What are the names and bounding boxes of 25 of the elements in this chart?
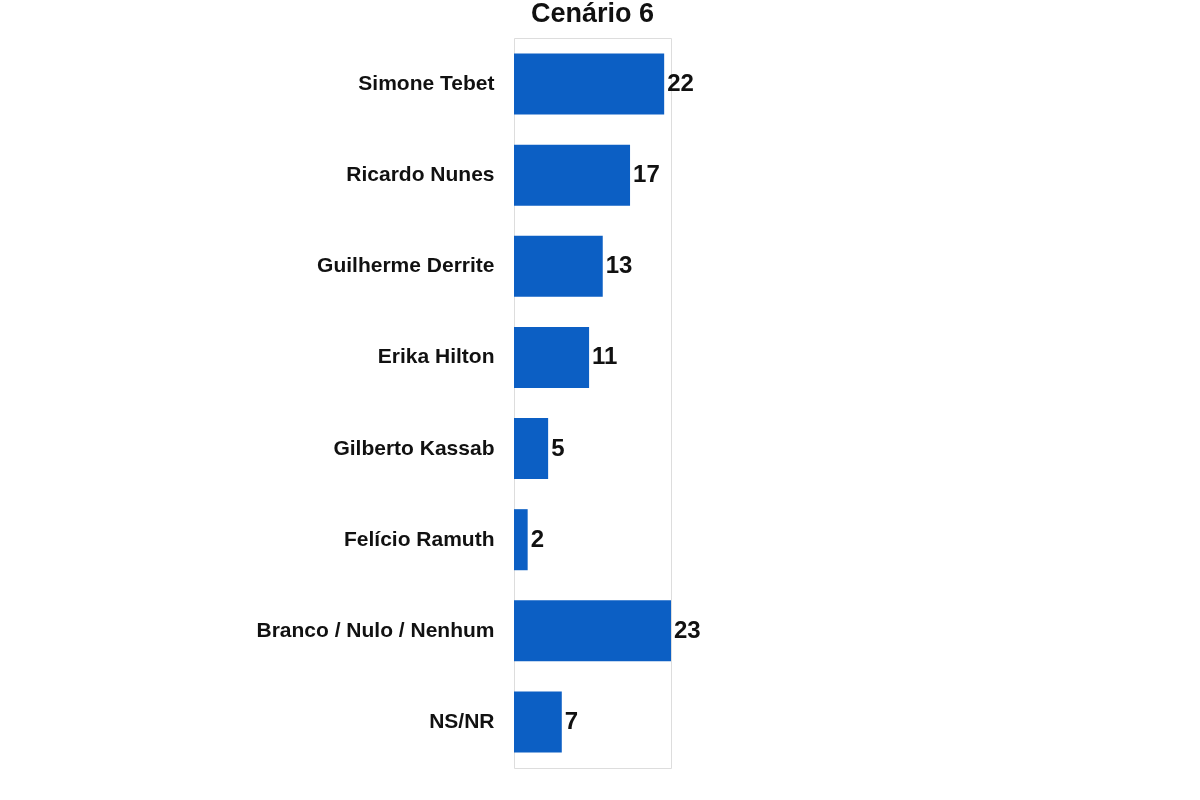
- y-tick-label: Simone Tebet: [358, 71, 495, 95]
- y-tick-label: NS/NR: [429, 708, 495, 732]
- y-tick-label: Branco / Nulo / Nenhum: [256, 617, 495, 641]
- y-tick-label: Guilherme Derrite: [317, 253, 495, 277]
- bar: [514, 600, 671, 662]
- data-label: 17: [633, 160, 660, 188]
- bar: [514, 53, 665, 115]
- data-label: 2: [530, 524, 545, 552]
- bar: [514, 326, 590, 388]
- bar: [514, 418, 549, 480]
- y-tick-label: Erika Hilton: [377, 344, 495, 368]
- y-tick-label: Ricardo Nunes: [346, 162, 495, 186]
- data-label: 11: [592, 342, 618, 370]
- bar: [514, 691, 562, 753]
- data-label: 23: [674, 615, 701, 643]
- y-tick-label: Gilberto Kassab: [333, 435, 495, 459]
- data-label: 7: [564, 706, 579, 734]
- chart-title: Cenário 6: [530, 0, 655, 28]
- y-tick-label: Felício Ramuth: [343, 526, 495, 550]
- bar: [514, 144, 631, 206]
- data-label: 5: [551, 433, 565, 461]
- bar: [514, 509, 528, 571]
- bar: [514, 235, 603, 297]
- data-label: 22: [667, 69, 694, 97]
- data-label: 13: [605, 251, 633, 279]
